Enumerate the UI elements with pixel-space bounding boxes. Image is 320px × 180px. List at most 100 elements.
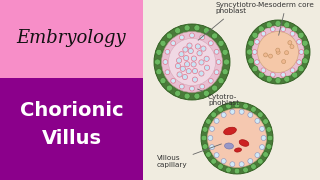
Circle shape	[302, 40, 308, 46]
Circle shape	[175, 63, 180, 69]
Circle shape	[243, 103, 248, 109]
Circle shape	[212, 33, 218, 39]
Circle shape	[298, 32, 304, 38]
Circle shape	[270, 27, 275, 32]
Circle shape	[214, 153, 219, 158]
Circle shape	[214, 50, 219, 54]
Circle shape	[251, 107, 256, 112]
Circle shape	[248, 112, 253, 117]
Circle shape	[288, 41, 292, 45]
Circle shape	[212, 85, 218, 91]
Circle shape	[188, 48, 193, 54]
Circle shape	[258, 31, 299, 73]
Bar	[0, 0, 143, 78]
Circle shape	[200, 84, 204, 89]
Circle shape	[292, 26, 298, 32]
Circle shape	[200, 35, 204, 40]
Circle shape	[258, 72, 264, 78]
Circle shape	[194, 93, 200, 99]
Circle shape	[207, 109, 267, 168]
Circle shape	[191, 62, 196, 67]
Circle shape	[282, 60, 286, 64]
Circle shape	[270, 72, 275, 77]
Circle shape	[165, 70, 170, 75]
Ellipse shape	[239, 140, 249, 146]
Circle shape	[175, 90, 181, 96]
Circle shape	[191, 56, 196, 61]
Circle shape	[202, 144, 208, 149]
Circle shape	[175, 28, 181, 34]
Circle shape	[180, 84, 184, 89]
Circle shape	[258, 159, 263, 164]
Circle shape	[226, 167, 231, 173]
Circle shape	[297, 60, 301, 65]
Circle shape	[155, 59, 161, 65]
Circle shape	[243, 167, 248, 173]
Circle shape	[290, 68, 295, 73]
Circle shape	[211, 112, 216, 118]
Ellipse shape	[235, 148, 242, 152]
Circle shape	[180, 66, 185, 71]
Circle shape	[302, 58, 308, 64]
Circle shape	[185, 62, 190, 67]
Circle shape	[261, 31, 266, 36]
Circle shape	[208, 78, 213, 83]
Circle shape	[179, 52, 184, 57]
Circle shape	[180, 35, 184, 40]
Circle shape	[263, 152, 268, 157]
Circle shape	[192, 77, 197, 82]
Circle shape	[251, 164, 256, 169]
Circle shape	[248, 40, 254, 46]
Circle shape	[226, 103, 231, 109]
Circle shape	[160, 40, 166, 46]
Text: Villous
capillary: Villous capillary	[157, 144, 221, 168]
Circle shape	[252, 50, 257, 54]
Circle shape	[260, 126, 265, 131]
Circle shape	[258, 26, 264, 32]
Circle shape	[189, 86, 195, 91]
Circle shape	[165, 50, 170, 54]
Circle shape	[210, 126, 214, 131]
Circle shape	[303, 49, 309, 55]
Circle shape	[264, 53, 268, 57]
Circle shape	[223, 59, 229, 65]
Circle shape	[234, 102, 240, 108]
Circle shape	[203, 28, 209, 34]
Circle shape	[197, 51, 202, 56]
Circle shape	[214, 118, 219, 123]
Circle shape	[281, 27, 285, 32]
Circle shape	[204, 65, 210, 70]
Bar	[0, 78, 143, 180]
Circle shape	[199, 71, 204, 76]
Text: Chorionic: Chorionic	[20, 100, 123, 120]
Circle shape	[268, 54, 273, 58]
Circle shape	[290, 31, 295, 36]
Circle shape	[261, 136, 266, 141]
Circle shape	[192, 68, 197, 74]
Circle shape	[281, 72, 285, 77]
Text: Syncytiotro-
phoblast: Syncytiotro- phoblast	[198, 1, 259, 40]
Circle shape	[276, 50, 280, 54]
Circle shape	[255, 118, 260, 123]
Circle shape	[263, 119, 268, 124]
Circle shape	[194, 25, 200, 31]
Circle shape	[246, 49, 252, 55]
Circle shape	[206, 152, 211, 157]
Circle shape	[208, 41, 213, 46]
Circle shape	[221, 112, 226, 117]
Circle shape	[208, 136, 213, 141]
Circle shape	[267, 135, 273, 141]
Circle shape	[184, 55, 189, 61]
Circle shape	[216, 60, 221, 64]
Circle shape	[252, 66, 258, 72]
Circle shape	[299, 50, 304, 54]
Circle shape	[162, 32, 222, 92]
Circle shape	[266, 127, 272, 132]
Circle shape	[206, 119, 211, 124]
Circle shape	[252, 32, 258, 38]
Circle shape	[182, 74, 188, 80]
Circle shape	[156, 69, 162, 75]
Ellipse shape	[224, 127, 236, 135]
Bar	[143, 0, 320, 180]
Circle shape	[254, 39, 259, 44]
